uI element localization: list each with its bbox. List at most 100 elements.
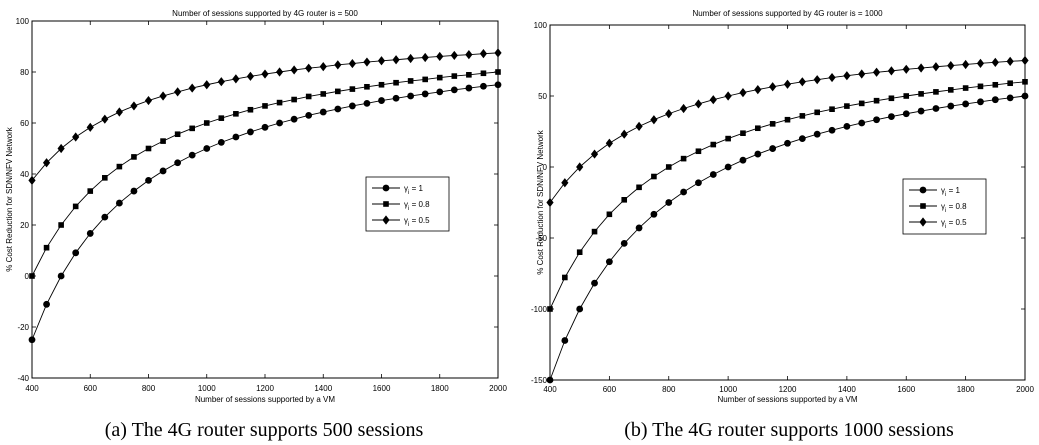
x-tick-label: 400 (25, 384, 39, 393)
x-tick-label: 1400 (838, 385, 856, 394)
data-point (363, 99, 371, 107)
series-circle (546, 92, 1029, 384)
data-point (547, 306, 553, 312)
data-point (174, 131, 181, 138)
data-point (1021, 55, 1029, 66)
data-point (710, 141, 717, 148)
data-point (465, 84, 473, 92)
data-point (754, 85, 762, 95)
y-tick-label: 100 (534, 21, 548, 30)
data-point (546, 197, 554, 208)
data-point (740, 130, 746, 137)
data-point (102, 175, 108, 181)
data-point (160, 138, 166, 144)
data-point (28, 336, 36, 344)
data-point (695, 148, 702, 155)
data-point (261, 69, 269, 79)
data-point (276, 119, 283, 127)
x-tick-label: 800 (662, 385, 676, 394)
data-point (798, 77, 806, 87)
data-point (1006, 94, 1014, 102)
data-point (680, 155, 687, 162)
data-point (769, 82, 777, 92)
data-point (784, 116, 791, 123)
data-point (290, 115, 298, 123)
data-point (72, 249, 80, 257)
x-tick-label: 600 (84, 384, 98, 393)
data-point (421, 90, 429, 98)
data-point (725, 135, 731, 142)
data-point (561, 178, 569, 188)
data-point (233, 111, 239, 117)
data-point (436, 88, 444, 96)
data-point (436, 51, 444, 62)
data-point (873, 97, 880, 104)
data-point (858, 100, 865, 107)
legend-marker (382, 215, 390, 225)
data-point (858, 69, 866, 79)
data-point (844, 103, 850, 109)
data-point (903, 93, 910, 99)
data-point (636, 184, 642, 191)
data-point (755, 125, 761, 132)
data-point (739, 87, 747, 98)
data-point (650, 210, 658, 218)
data-point (799, 113, 806, 119)
data-point (813, 75, 821, 85)
data-point (43, 244, 50, 251)
legend: γi = 1 γi = 0.8 γi = 0.5 (902, 178, 987, 235)
y-tick-label: 50 (538, 92, 547, 101)
data-point (495, 69, 501, 75)
data-point (319, 108, 327, 116)
data-point (576, 305, 584, 313)
legend-entry-label: γi = 0.5 (941, 218, 967, 230)
chart-panel-2: 400 600 800 1000 1200 1400 1600 1800 2000-150-10… (531, 9, 1034, 441)
y-tick-label: -40 (17, 374, 29, 383)
x-tick-label: 1000 (198, 384, 216, 393)
x-axis-label: Number of sessions supported by a VM (717, 395, 857, 404)
data-point (947, 87, 954, 93)
legend-entry-label: γi = 0.8 (404, 200, 430, 212)
y-tick-label: 80 (20, 68, 29, 77)
data-point (305, 63, 313, 73)
data-point (561, 337, 569, 344)
data-point (392, 55, 400, 65)
y-tick-label: -50 (535, 234, 547, 243)
data-point (145, 176, 152, 184)
data-point (651, 173, 657, 180)
data-point (28, 175, 36, 185)
data-point (378, 81, 385, 88)
y-tick-label: 0 (25, 272, 30, 281)
data-point (335, 88, 341, 95)
x-tick-label: 2000 (489, 384, 507, 393)
x-tick-label: 1600 (373, 384, 391, 393)
data-point (679, 103, 688, 114)
y-tick-label: 40 (20, 170, 29, 179)
data-point (246, 71, 255, 81)
data-point (377, 56, 386, 66)
series-diamond (28, 48, 502, 185)
data-point (620, 129, 628, 139)
data-point (261, 123, 269, 131)
data-point (783, 79, 792, 89)
data-point (1007, 80, 1013, 87)
data-point (203, 80, 211, 90)
legend-marker (382, 184, 390, 192)
data-point (217, 138, 225, 146)
data-point (247, 106, 254, 113)
legend-marker (383, 201, 389, 207)
y-tick-label: -20 (17, 323, 29, 332)
data-point (363, 57, 371, 67)
data-point (1021, 92, 1029, 100)
data-point (131, 154, 137, 160)
chart-title: Number of sessions supported by 4G route… (172, 9, 358, 18)
data-point (451, 73, 458, 79)
data-point (42, 158, 51, 168)
data-point (57, 143, 65, 154)
data-point (217, 77, 225, 87)
data-point (480, 70, 487, 77)
data-point (680, 188, 687, 196)
data-point (933, 89, 939, 95)
y-tick-label: -150 (531, 376, 548, 385)
data-point (620, 239, 628, 247)
